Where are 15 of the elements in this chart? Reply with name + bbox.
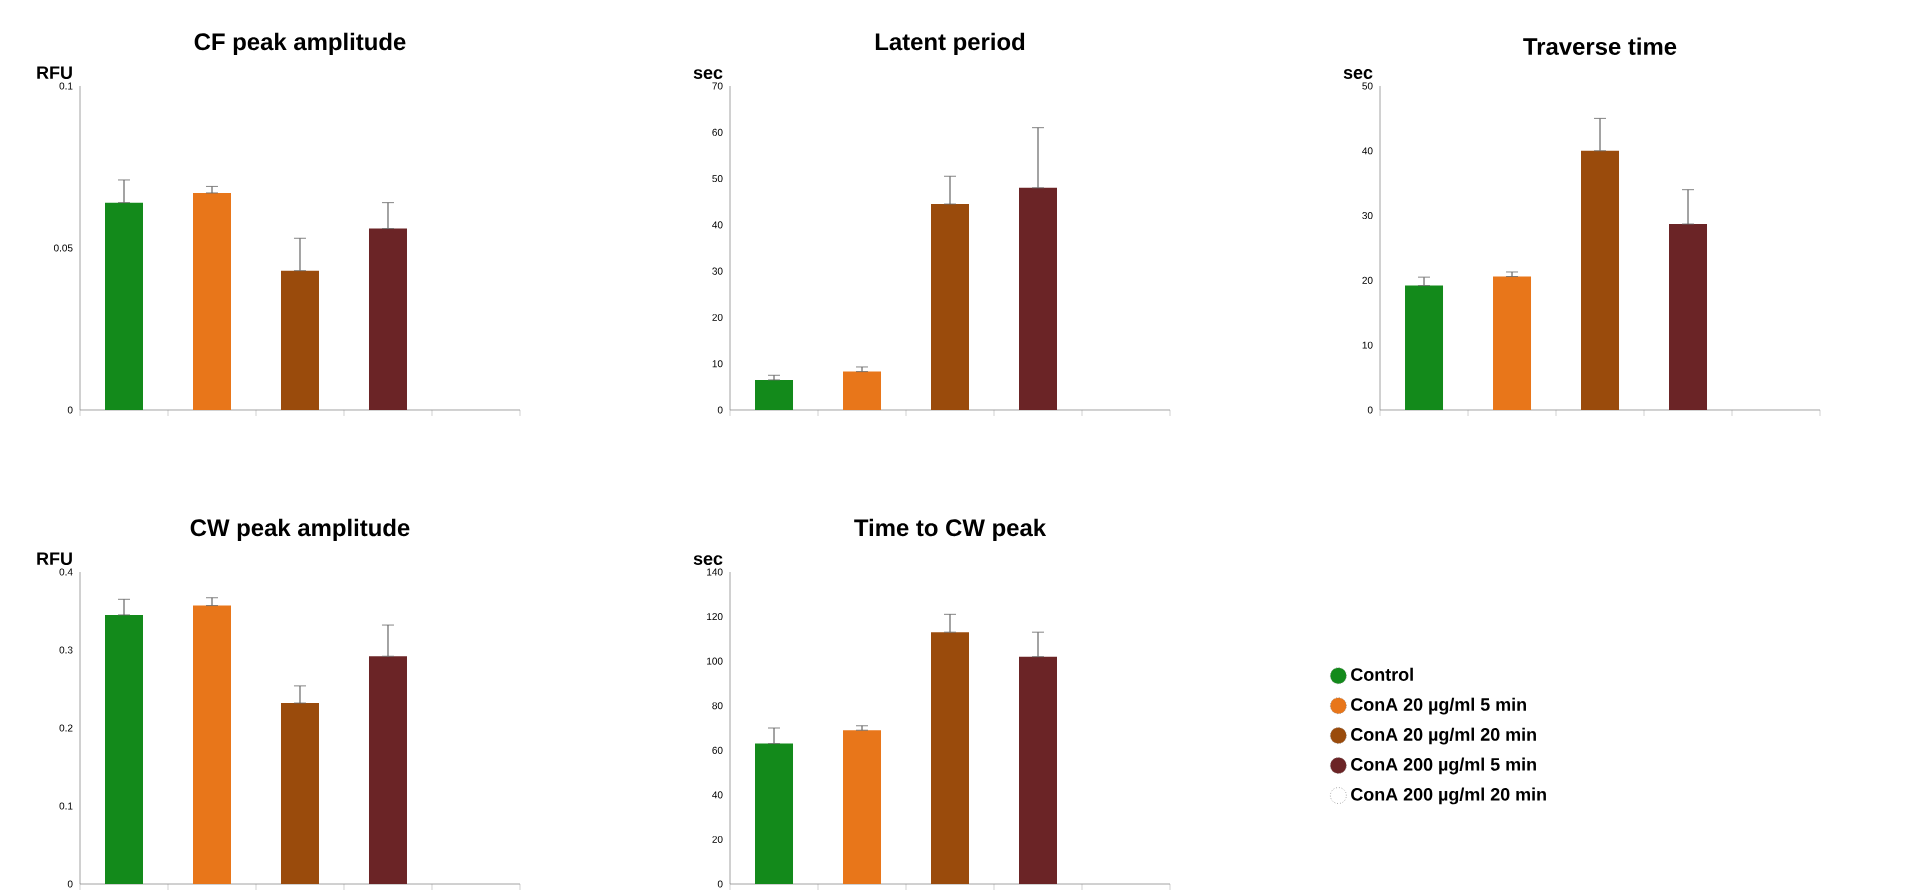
chart-title: Time to CW peak bbox=[854, 518, 1047, 542]
legend-label: ConA 200 µg/ml 5 min bbox=[1351, 757, 1536, 775]
legend-label: ConA 200 µg/ml 20 min bbox=[1351, 787, 1546, 805]
y-axis-title: RFU bbox=[37, 552, 72, 565]
y-axis-title: sec bbox=[693, 69, 723, 79]
chart-title: CW peak amplitude bbox=[190, 518, 410, 542]
y-axis-title: RFU bbox=[37, 66, 72, 79]
legend-label: ConA 20 µg/ml 20 min bbox=[1351, 727, 1536, 745]
chart-title: Traverse time bbox=[1523, 37, 1677, 55]
chart-title: CF peak amplitude bbox=[194, 32, 406, 55]
chart-title: Latent period bbox=[875, 32, 1025, 56]
legend-label: ConA 20 µg/ml 5 min bbox=[1351, 697, 1526, 715]
legend-label: Control bbox=[1351, 667, 1413, 681]
y-axis-title: sec bbox=[693, 555, 723, 565]
y-axis-title: sec bbox=[1343, 69, 1373, 79]
